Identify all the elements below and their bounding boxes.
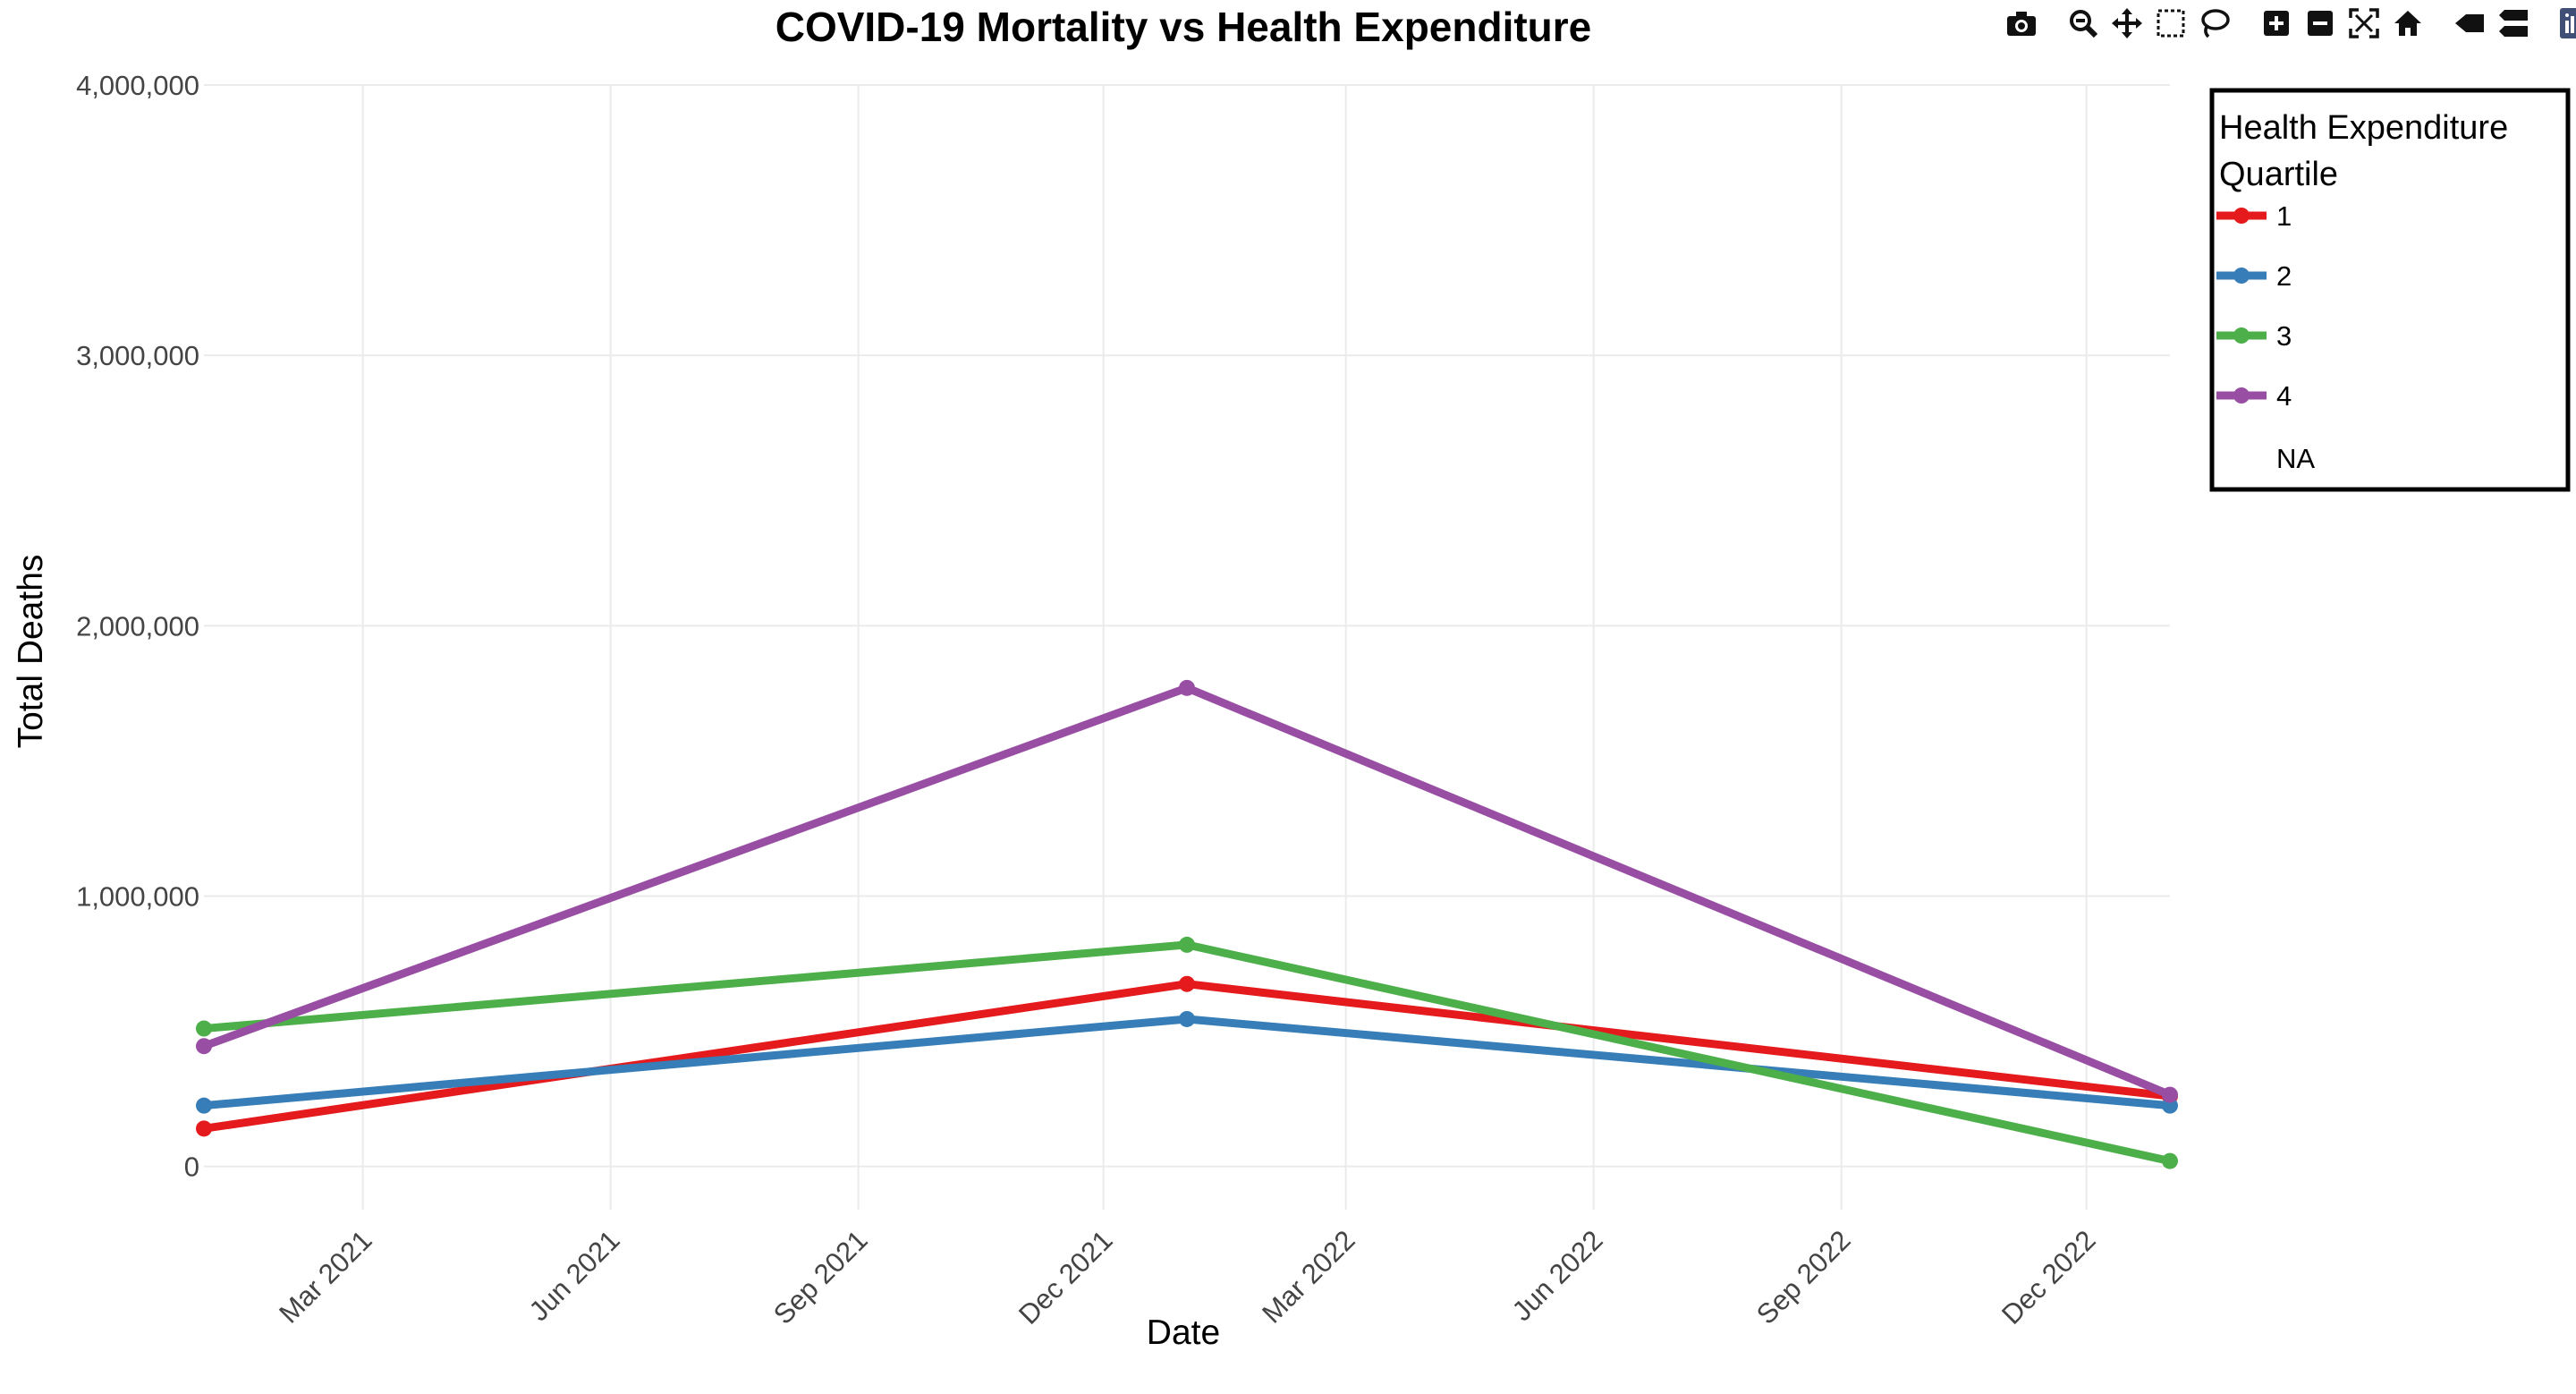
data-point-series-4[interactable] <box>1179 679 1195 696</box>
legend-swatch-marker-2 <box>2233 268 2250 284</box>
x-tick-label: Mar 2021 <box>273 1224 377 1329</box>
legend-entry-NA[interactable]: NA <box>2276 443 2315 474</box>
data-point-series-3[interactable] <box>196 1020 212 1037</box>
autoscale-icon[interactable] <box>2346 5 2382 41</box>
data-point-series-3[interactable] <box>1179 936 1195 953</box>
legend-entry-2[interactable]: 2 <box>2276 260 2292 292</box>
y-tick-label: 4,000,000 <box>76 70 199 101</box>
y-tick-label: 0 <box>184 1152 199 1183</box>
axis-layer: 0 1,000,000 2,000,000 3,000,000 4,000,000 Mar… <box>76 70 2102 1330</box>
legend-entry-3[interactable]: 3 <box>2276 320 2292 352</box>
x-tick-label: Sep 2022 <box>1750 1224 1857 1330</box>
legend-entry-1[interactable]: 1 <box>2276 200 2292 232</box>
x-tick-label: Jun 2022 <box>1506 1224 1609 1327</box>
data-point-series-1[interactable] <box>196 1120 212 1137</box>
series-layer <box>196 679 2178 1169</box>
data-point-series-2[interactable] <box>1179 1010 1195 1027</box>
y-tick-label: 3,000,000 <box>76 340 199 371</box>
y-tick-label: 1,000,000 <box>76 880 199 912</box>
modebar <box>2004 4 2576 43</box>
data-point-series-3[interactable] <box>2162 1152 2178 1169</box>
chart-title: COVID-19 Mortality vs Health Expenditure <box>775 4 1592 50</box>
legend-swatch-marker-4 <box>2233 387 2250 404</box>
x-tick-label: Jun 2021 <box>523 1224 626 1327</box>
legend-entry-4[interactable]: 4 <box>2276 380 2292 412</box>
x-axis-title: Date <box>1147 1313 1220 1352</box>
zoom-in-icon[interactable] <box>2258 5 2294 41</box>
camera-icon[interactable] <box>2004 5 2039 41</box>
reset-axes-icon[interactable] <box>2390 5 2426 41</box>
grid-layer <box>204 84 2170 1210</box>
data-point-series-2[interactable] <box>196 1097 212 1114</box>
legend-entries: 1 2 3 4 NA <box>2216 200 2315 474</box>
legend-title-line-2: Quartile <box>2219 156 2338 193</box>
zoom-out-icon[interactable] <box>2302 5 2338 41</box>
x-tick-label: Dec 2022 <box>1996 1224 2102 1330</box>
data-point-series-4[interactable] <box>196 1038 212 1055</box>
hover-compare-icon[interactable] <box>2496 5 2531 41</box>
y-tick-label: 2,000,000 <box>76 610 199 642</box>
legend-swatch-marker-1 <box>2233 208 2250 224</box>
pan-icon[interactable] <box>2109 5 2145 41</box>
x-tick-label: Sep 2021 <box>767 1224 874 1330</box>
data-point-series-4[interactable] <box>2162 1086 2178 1103</box>
legend: Health Expenditure Quartile 1 2 3 4 NA <box>2209 88 2571 492</box>
zoom-icon[interactable] <box>2065 5 2101 41</box>
legend-box <box>2209 88 2571 492</box>
x-tick-label: Mar 2022 <box>1256 1224 1360 1329</box>
spike-lines-icon[interactable] <box>2452 5 2487 41</box>
legend-swatch-marker-3 <box>2233 327 2250 344</box>
y-axis-title: Total Deaths <box>12 555 50 749</box>
plotly-logo-icon[interactable] <box>2557 5 2576 41</box>
legend-title-line-1: Health Expenditure <box>2219 109 2508 147</box>
x-tick-label: Dec 2021 <box>1013 1224 1119 1330</box>
series-line-4[interactable] <box>199 684 2174 1100</box>
lasso-select-icon[interactable] <box>2197 5 2233 41</box>
data-point-series-1[interactable] <box>1179 975 1195 992</box>
box-select-icon[interactable] <box>2153 5 2189 41</box>
